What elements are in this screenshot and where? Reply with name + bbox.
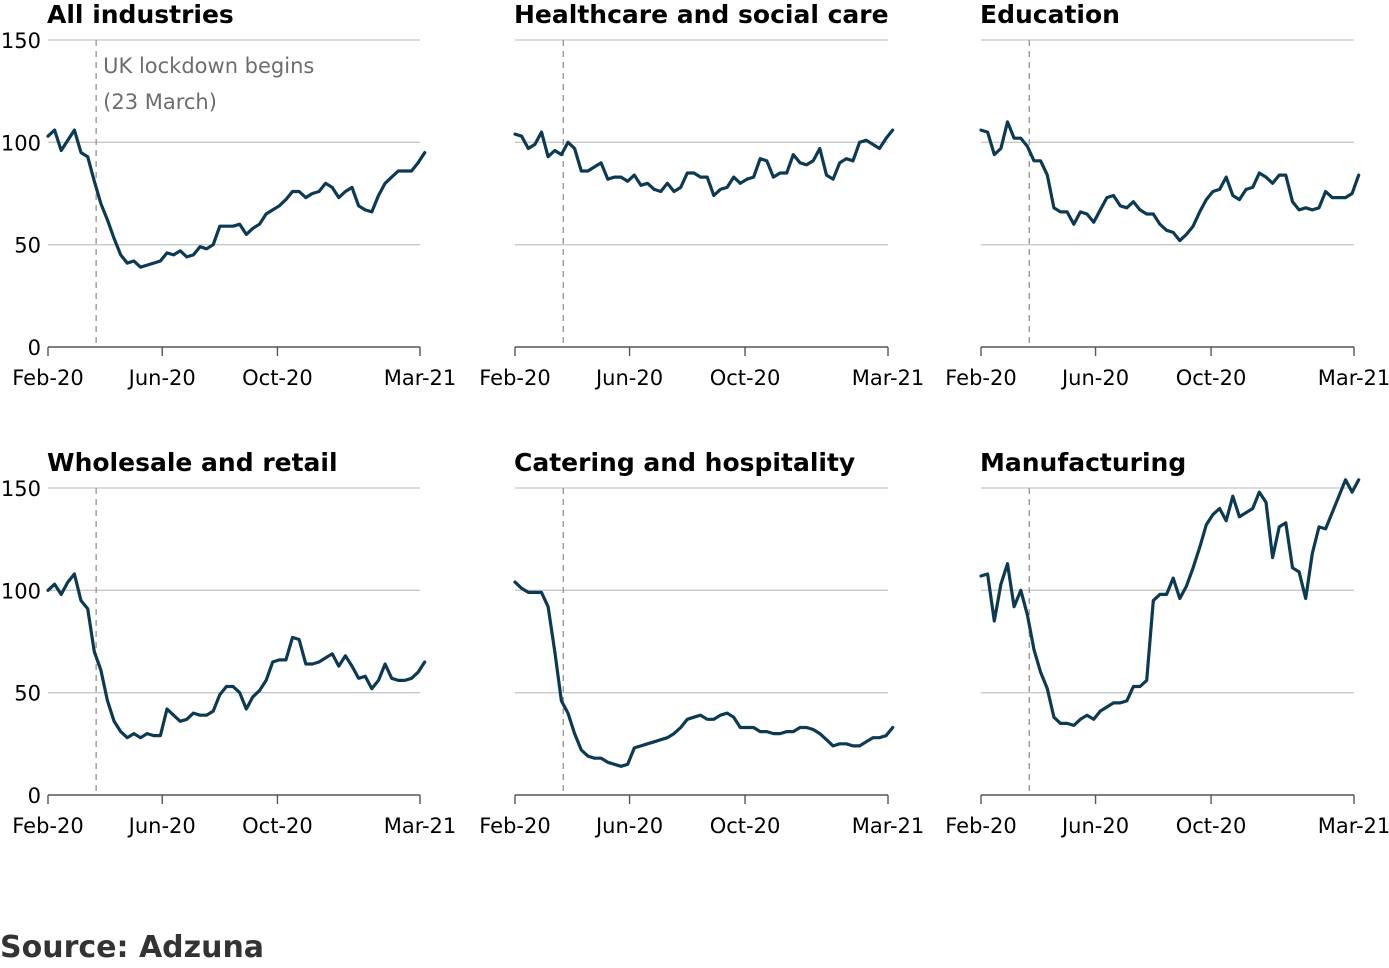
x-tick-label: Feb-20: [12, 366, 83, 390]
x-tick-label: Feb-20: [479, 366, 550, 390]
chart-panel: All industries 0 50 100 150 Feb-20 Jun-20 Oct-2…: [1, 0, 456, 390]
panel-title: Manufacturing: [980, 448, 1186, 477]
x-tick-label: Oct-20: [710, 814, 781, 838]
source-note: Source: Adzuna: [0, 930, 265, 965]
y-tick-label: 150: [1, 29, 41, 53]
x-tick-label: Oct-20: [242, 366, 313, 390]
chart-panel: Wholesale and retail 0 50 100 150 Feb-20 Jun-2…: [1, 448, 456, 838]
x-tick-label: Oct-20: [1176, 366, 1247, 390]
chart-panel: Education Feb-20 Jun-20 Oct-20 Mar-21: [945, 0, 1389, 390]
y-tick-label: 100: [1, 131, 41, 155]
x-tick-label: Mar-21: [1318, 366, 1389, 390]
x-tick-label: Jun-20: [127, 366, 196, 390]
x-tick-label: Oct-20: [1176, 814, 1247, 838]
lockdown-annotation: (23 March): [103, 90, 217, 114]
series-line: [513, 580, 895, 768]
y-tick-label: 0: [28, 336, 41, 360]
x-tick-label: Mar-21: [1318, 814, 1389, 838]
x-tick-label: Feb-20: [945, 366, 1016, 390]
x-tick-label: Feb-20: [945, 814, 1016, 838]
panel-title: Catering and hospitality: [514, 448, 855, 477]
y-tick-label: 150: [1, 477, 41, 501]
chart-panel: Healthcare and social care Feb-20 Jun-20 Oc…: [479, 0, 924, 390]
series-line: [979, 478, 1361, 728]
series-line: [46, 128, 427, 269]
x-tick-label: Mar-21: [384, 366, 457, 390]
panel-title: All industries: [47, 0, 234, 29]
panel-title: Education: [980, 0, 1120, 29]
x-tick-label: Mar-21: [384, 814, 457, 838]
chart-panel: Catering and hospitality Feb-20 Jun-20 Oct-…: [479, 448, 924, 838]
x-tick-label: Jun-20: [594, 814, 663, 838]
x-tick-label: Jun-20: [127, 814, 196, 838]
series-line: [513, 128, 895, 198]
x-tick-label: Jun-20: [1060, 366, 1129, 390]
x-tick-label: Mar-21: [852, 814, 925, 838]
x-tick-label: Oct-20: [710, 366, 781, 390]
x-tick-label: Oct-20: [242, 814, 313, 838]
chart-panel: Manufacturing Feb-20 Jun-20 Oct-20 Mar-21: [945, 448, 1389, 838]
lockdown-annotation: UK lockdown begins: [103, 54, 314, 78]
x-tick-label: Jun-20: [594, 366, 663, 390]
x-tick-label: Feb-20: [479, 814, 550, 838]
panel-title: Wholesale and retail: [47, 448, 338, 477]
y-tick-label: 100: [1, 579, 41, 603]
series-line: [979, 120, 1361, 243]
y-tick-label: 50: [14, 234, 41, 258]
series-line: [46, 572, 427, 740]
x-tick-label: Mar-21: [852, 366, 925, 390]
y-tick-label: 50: [14, 682, 41, 706]
x-tick-label: Jun-20: [1060, 814, 1129, 838]
y-tick-label: 0: [28, 784, 41, 808]
x-tick-label: Feb-20: [12, 814, 83, 838]
panel-title: Healthcare and social care: [514, 0, 889, 29]
